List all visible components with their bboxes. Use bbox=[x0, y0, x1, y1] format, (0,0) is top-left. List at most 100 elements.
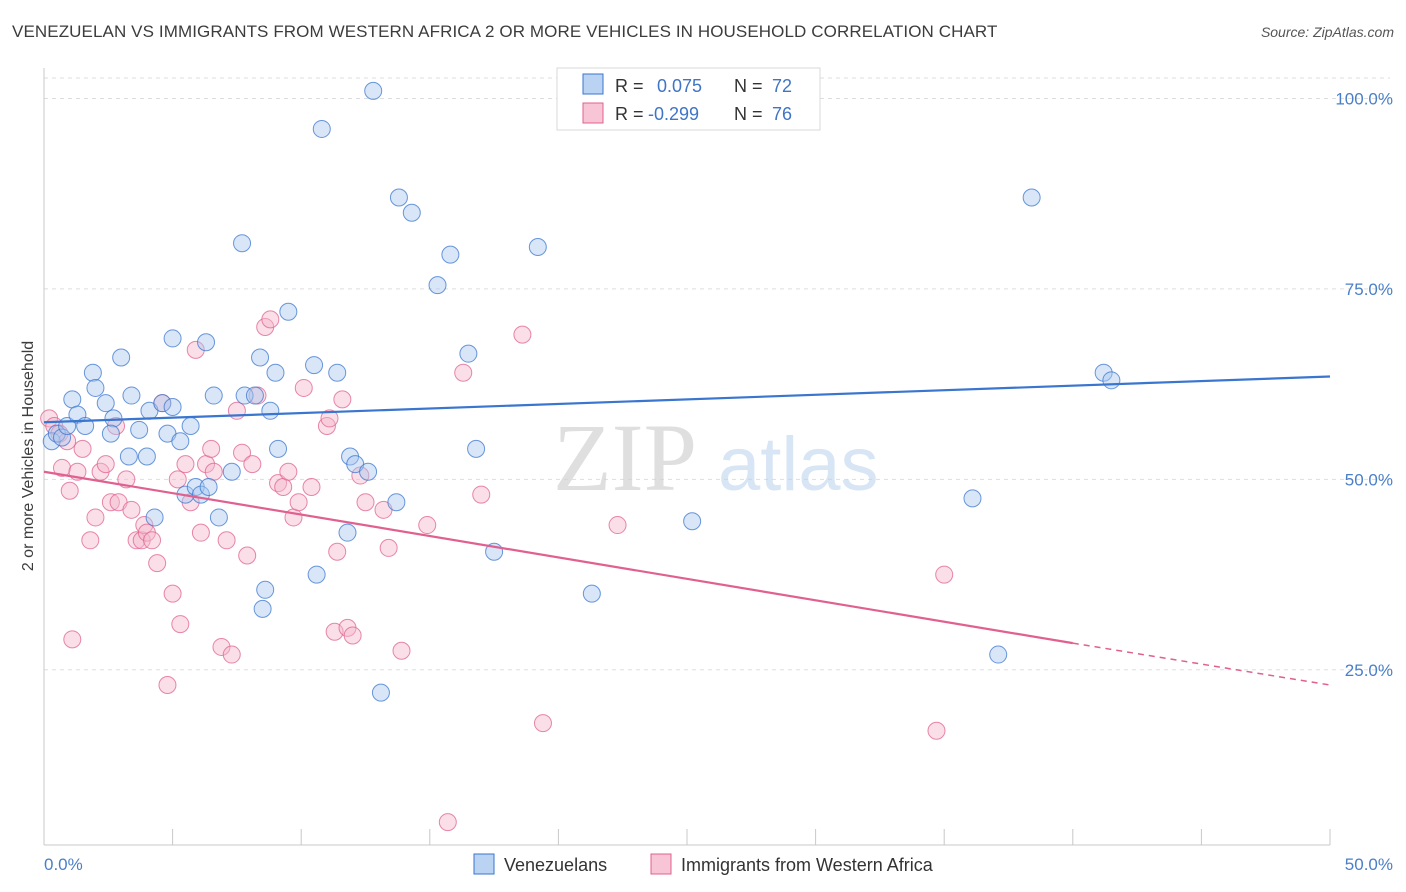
immigrants-point bbox=[233, 443, 252, 462]
immigrants-point bbox=[274, 477, 293, 496]
venezuelans-point bbox=[256, 580, 275, 599]
venezuelans-point bbox=[83, 363, 102, 382]
immigrants-point bbox=[438, 813, 457, 832]
immigrants-point bbox=[96, 455, 115, 474]
bottom-legend-immigrants: Immigrants from Western Africa bbox=[681, 855, 934, 875]
legend-r-value-2: -0.299 bbox=[648, 104, 699, 124]
immigrants-point bbox=[53, 458, 72, 477]
venezuelans-point bbox=[137, 447, 156, 466]
immigrants-point bbox=[202, 439, 221, 458]
immigrants-point bbox=[212, 637, 231, 656]
immigrants-trend-line bbox=[43, 470, 1073, 645]
immigrants-point bbox=[148, 554, 167, 573]
y-axis-label: 2 or more Vehicles in Household bbox=[20, 341, 37, 571]
venezuelans-point bbox=[145, 508, 164, 527]
venezuelans-point bbox=[86, 378, 105, 397]
y-tick-labels: 25.0% 50.0% 75.0% 100.0% bbox=[1335, 89, 1393, 679]
legend-n-label-2: N = bbox=[734, 104, 763, 124]
y-tick-label-25: 25.0% bbox=[1345, 661, 1393, 680]
immigrants-point bbox=[261, 310, 280, 329]
venezuelans-point bbox=[528, 238, 547, 257]
immigrants-point bbox=[533, 714, 552, 733]
immigrants-point bbox=[238, 546, 257, 565]
venezuelans-point bbox=[261, 401, 280, 420]
immigrants-point bbox=[418, 516, 437, 535]
legend-swatch-immigrants bbox=[582, 102, 604, 124]
venezuelans-point bbox=[209, 508, 228, 527]
y-tick-label-50: 50.0% bbox=[1345, 470, 1393, 489]
venezuelans-point bbox=[266, 363, 285, 382]
venezuelans-point bbox=[312, 119, 331, 138]
immigrants-point bbox=[127, 531, 146, 550]
immigrants-point bbox=[279, 462, 298, 481]
venezuelans-point bbox=[387, 493, 406, 512]
x-tick-label-min: 0.0% bbox=[44, 855, 83, 874]
venezuelans-point bbox=[235, 386, 254, 405]
venezuelans-point bbox=[441, 245, 460, 264]
venezuelans-point bbox=[253, 599, 272, 618]
trend-lines bbox=[43, 375, 1331, 686]
legend-r-value-1: 0.075 bbox=[657, 76, 702, 96]
immigrants-point bbox=[81, 531, 100, 550]
venezuelans-point bbox=[197, 333, 216, 352]
venezuelans-point bbox=[122, 386, 141, 405]
immigrants-point bbox=[935, 565, 954, 584]
venezuelans-point bbox=[163, 329, 182, 348]
watermark: ZIP atlas bbox=[553, 404, 879, 511]
venezuelans-point bbox=[204, 386, 223, 405]
venezuelans-point bbox=[1022, 188, 1041, 207]
immigrants-point bbox=[204, 462, 223, 481]
venezuelans-point bbox=[402, 203, 421, 222]
correlation-legend: R = 0.075 N = 72 R = -0.299 N = 76 bbox=[556, 67, 821, 131]
venezuelans-point bbox=[1094, 363, 1113, 382]
venezuelans-point bbox=[963, 489, 982, 508]
venezuelans-point bbox=[467, 439, 486, 458]
venezuelans-point bbox=[389, 188, 408, 207]
venezuelans-point bbox=[153, 394, 172, 413]
venezuelans-trend-line bbox=[43, 375, 1331, 424]
venezuelans-point bbox=[989, 645, 1008, 664]
immigrants-point bbox=[472, 485, 491, 504]
venezuelans-point bbox=[245, 386, 264, 405]
venezuelans-point bbox=[171, 432, 190, 451]
immigrants-point bbox=[122, 500, 141, 519]
chart-title: VENEZUELAN VS IMMIGRANTS FROM WESTERN AF… bbox=[12, 22, 998, 41]
immigrants-point bbox=[171, 615, 190, 634]
immigrants-point bbox=[168, 470, 187, 489]
venezuelans-point bbox=[328, 363, 347, 382]
bottom-legend-venezuelans: Venezuelans bbox=[504, 855, 607, 875]
venezuelans-point bbox=[305, 356, 324, 375]
immigrants-point bbox=[927, 721, 946, 740]
y-tick-label-100: 100.0% bbox=[1335, 89, 1393, 108]
venezuelans-point bbox=[112, 348, 131, 367]
immigrants-point bbox=[222, 645, 241, 664]
immigrants-point bbox=[294, 378, 313, 397]
immigrants-point bbox=[227, 401, 246, 420]
immigrants-point bbox=[379, 538, 398, 557]
venezuelans-point bbox=[459, 344, 478, 363]
immigrants-point bbox=[101, 493, 120, 512]
immigrants-point bbox=[243, 455, 262, 474]
venezuelans-point bbox=[233, 234, 252, 253]
y-tick-label-75: 75.0% bbox=[1345, 280, 1393, 299]
venezuelans-point bbox=[428, 276, 447, 295]
x-tick-marks bbox=[172, 829, 1331, 845]
venezuelans-point bbox=[222, 462, 241, 481]
immigrants-point bbox=[86, 508, 105, 527]
immigrants-point bbox=[454, 363, 473, 382]
venezuelans-point bbox=[279, 302, 298, 321]
legend-r-label-2: R = bbox=[615, 104, 644, 124]
venezuelans-point bbox=[338, 523, 357, 542]
venezuelans-point bbox=[101, 424, 120, 443]
immigrants-point bbox=[513, 325, 532, 344]
bottom-legend-swatch-immigrants bbox=[650, 853, 672, 875]
venezuelans-point bbox=[307, 565, 326, 584]
immigrants-point bbox=[186, 340, 205, 359]
watermark-atlas: atlas bbox=[718, 422, 879, 507]
immigrants-point bbox=[320, 409, 339, 428]
venezuelans-point bbox=[199, 477, 218, 496]
immigrants-point bbox=[333, 390, 352, 409]
immigrants-point bbox=[117, 470, 136, 489]
immigrants-point bbox=[73, 439, 92, 458]
